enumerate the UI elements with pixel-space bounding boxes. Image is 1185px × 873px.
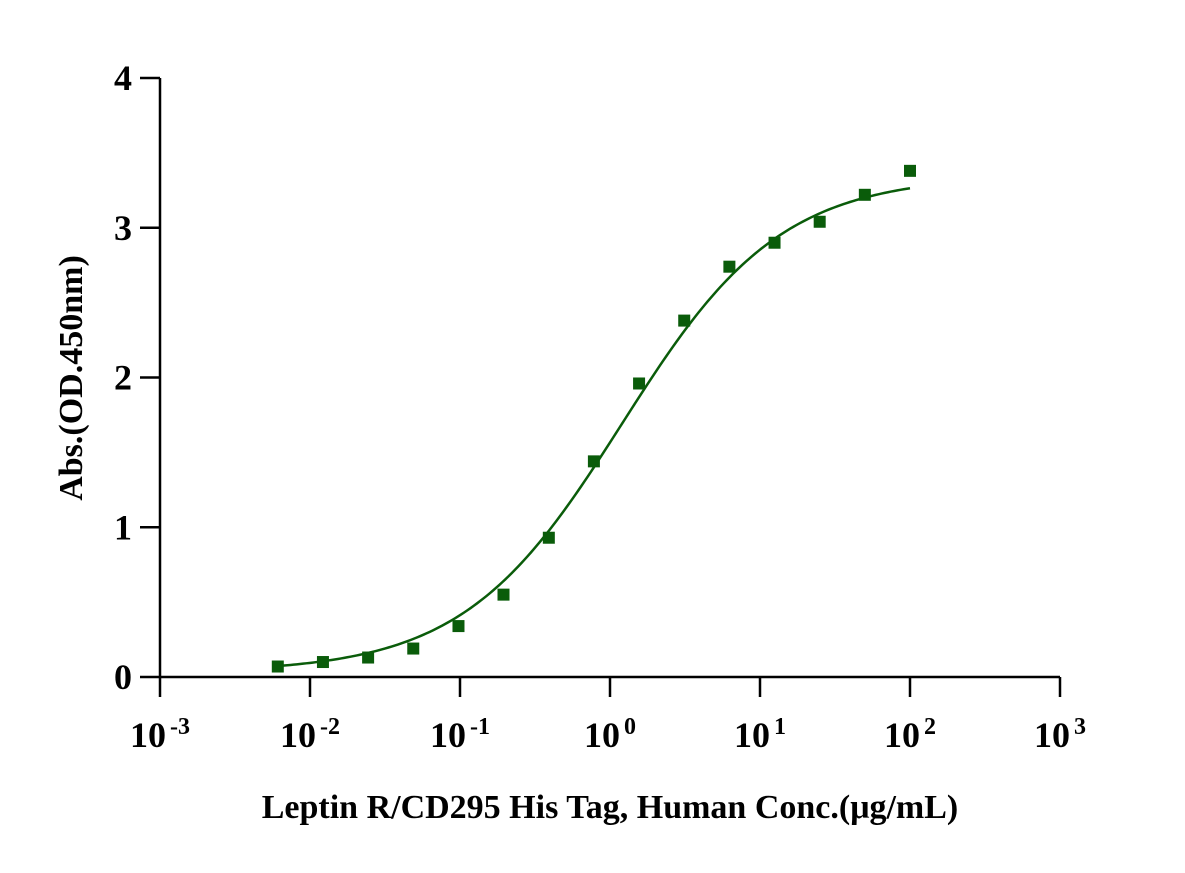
fit-curve <box>277 186 911 668</box>
data-point <box>316 656 329 669</box>
data-point <box>407 642 420 655</box>
data-points-layer <box>271 164 916 673</box>
data-point <box>452 620 465 633</box>
data-point <box>723 260 736 273</box>
y-tick-label: 4 <box>114 58 132 98</box>
data-point <box>497 588 510 601</box>
data-point <box>587 455 600 468</box>
data-point <box>542 531 555 544</box>
y-axis-title: Abs.(OD.450nm) <box>53 255 90 501</box>
data-point <box>904 164 916 177</box>
data-point <box>768 236 781 249</box>
x-tick-label: 10 1 <box>734 714 786 755</box>
data-point <box>362 651 375 664</box>
x-tick-label: 10 -1 <box>430 714 490 755</box>
axes: 0 1 2 3 4 10 -3 10 -2 10 -1 10 0 10 1 10 2 10 3 <box>114 58 1086 755</box>
x-tick-label: 10 3 <box>1034 714 1086 755</box>
data-point <box>633 377 646 390</box>
x-tick-label: 10 -2 <box>280 714 340 755</box>
data-point <box>813 215 826 228</box>
x-tick-label: 10 2 <box>884 714 936 755</box>
x-tick-label: 10 -3 <box>130 714 190 755</box>
y-tick-label: 3 <box>114 208 132 248</box>
data-point <box>271 660 284 673</box>
x-axis-title: Leptin R/CD295 His Tag, Human Conc.(μg/m… <box>262 789 959 826</box>
y-tick-label: 0 <box>114 657 132 697</box>
data-point <box>678 314 691 327</box>
y-tick-label: 1 <box>114 507 132 547</box>
y-tick-label: 2 <box>114 358 132 398</box>
data-point <box>858 188 871 201</box>
x-tick-label: 10 0 <box>584 714 636 755</box>
fit-curve-layer <box>277 186 911 668</box>
